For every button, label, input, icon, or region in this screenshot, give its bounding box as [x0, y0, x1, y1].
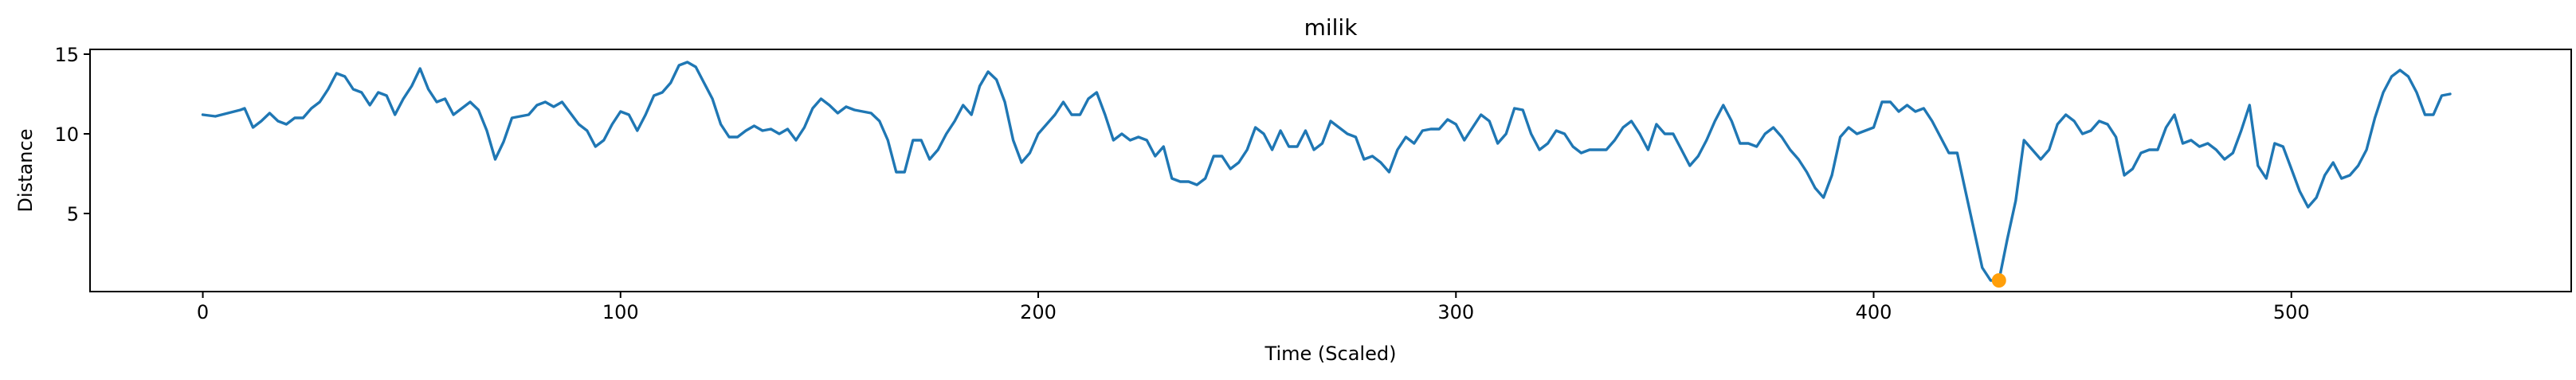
marker-layer — [1991, 273, 2006, 288]
x-tick-label: 200 — [1020, 301, 1057, 323]
plot-area — [201, 61, 2452, 288]
minimum-marker — [1991, 273, 2006, 288]
x-tick-label: 100 — [602, 301, 639, 323]
y-axis-label: Distance — [14, 129, 37, 213]
x-tick-label: 300 — [1437, 301, 1474, 323]
y-axis: 5 10 15 — [54, 44, 90, 225]
chart-title: milik — [1304, 14, 1359, 41]
y-tick-label: 15 — [54, 44, 79, 66]
x-tick-label: 400 — [1856, 301, 1892, 323]
y-tick-label: 5 — [67, 203, 79, 225]
x-axis-label: Time (Scaled) — [1264, 343, 1397, 365]
x-tick-label: 0 — [197, 301, 209, 323]
y-tick-label: 10 — [54, 123, 79, 146]
x-tick-label: 500 — [2273, 301, 2310, 323]
plot-frame — [89, 49, 2572, 292]
x-axis: 0 100 200 300 400 500 — [197, 292, 2310, 323]
series-line — [201, 61, 2452, 282]
